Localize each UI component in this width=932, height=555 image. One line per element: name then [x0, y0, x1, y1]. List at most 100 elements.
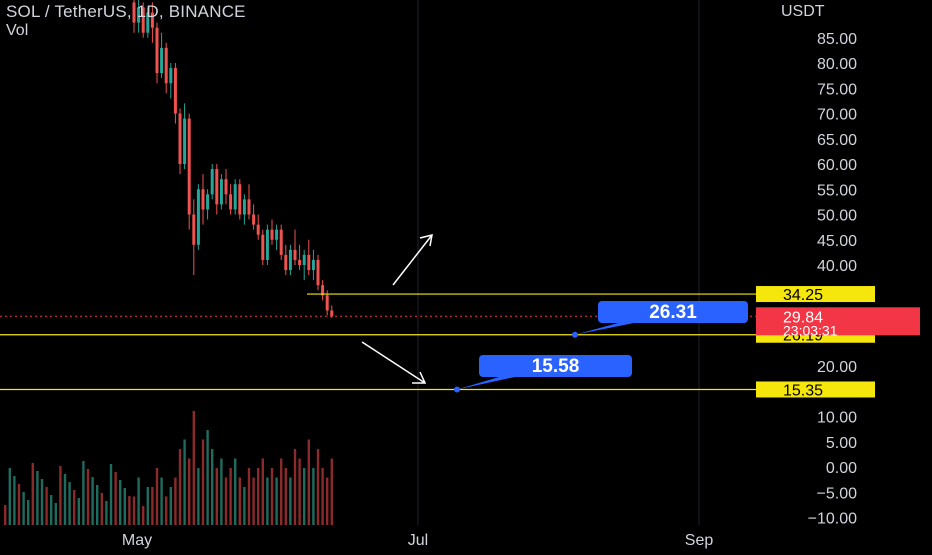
volume-bar	[82, 461, 85, 525]
volume-bar	[109, 464, 113, 525]
volume-bar	[220, 458, 223, 525]
volume-bar	[303, 468, 306, 525]
price-tick-label: 80.00	[817, 56, 857, 73]
candle-body	[298, 259, 302, 265]
price-tick-label: −5.00	[817, 485, 858, 502]
volume-bar	[4, 505, 7, 525]
volume-bar	[119, 480, 122, 525]
price-tick-label: 75.00	[817, 81, 857, 98]
price-tick-label: 60.00	[817, 157, 857, 174]
callout-label: 26.31	[649, 302, 697, 323]
volume-bar	[293, 449, 297, 525]
price-tick-label: 10.00	[817, 410, 857, 427]
volume-bar	[275, 477, 278, 525]
volume-bar	[229, 468, 232, 525]
callout-anchor[interactable]	[454, 386, 460, 393]
volume-bar	[284, 468, 287, 525]
price-callout[interactable]: 15.58	[454, 355, 632, 393]
volume-bar	[155, 468, 159, 525]
volume-bar	[192, 411, 195, 525]
volume-bar	[13, 476, 16, 525]
candle-body	[210, 169, 214, 195]
volume-bar	[224, 477, 228, 525]
volume-bar	[128, 496, 131, 525]
volume-bar	[68, 482, 71, 525]
volume-bar	[146, 487, 149, 525]
candle-body	[183, 118, 187, 164]
volume-bar	[298, 458, 301, 525]
volume-bar	[45, 487, 48, 525]
volume-bar	[165, 496, 168, 525]
volume-bar	[252, 477, 255, 525]
arrow-up-drawing[interactable]	[392, 233, 433, 286]
candle-body	[311, 259, 315, 271]
candle-body	[279, 229, 283, 255]
volume-bar	[100, 493, 103, 525]
callout-anchor[interactable]	[572, 331, 578, 338]
volume-bars	[4, 411, 333, 525]
volume-bar	[261, 458, 264, 525]
price-callout[interactable]: 26.31	[572, 301, 748, 338]
level-price-label[interactable]	[756, 381, 875, 398]
level-price-label[interactable]	[756, 286, 875, 303]
current-price-label[interactable]	[756, 307, 920, 336]
candle-body	[233, 184, 237, 210]
symbol-title[interactable]: SOL / TetherUS, 1D, BINANCE	[6, 2, 246, 21]
price-callouts[interactable]: 26.31 15.58	[454, 301, 748, 393]
price-tick-label: 45.00	[817, 233, 857, 250]
candle-body	[265, 229, 269, 260]
price-tick-label: 0.00	[826, 460, 857, 477]
volume-bar	[238, 477, 241, 525]
candle-body	[270, 229, 274, 240]
price-tick-label: 55.00	[817, 182, 857, 199]
time-axis-label: Sep	[685, 532, 714, 549]
current-price-value: 29.84	[783, 309, 823, 326]
candle-body	[187, 118, 191, 215]
candle-body	[261, 234, 265, 260]
volume-bar	[31, 463, 34, 525]
candle-body	[164, 47, 168, 84]
candle-body	[293, 249, 297, 260]
candle-body	[132, 2, 136, 23]
callout-label: 15.58	[532, 356, 580, 377]
candle-body	[173, 68, 177, 114]
volume-bar	[91, 477, 94, 525]
volume-bar	[330, 458, 333, 525]
volume-bar	[206, 430, 209, 525]
candle-body	[302, 254, 306, 265]
candle-body	[192, 214, 196, 245]
volume-bar	[183, 439, 186, 525]
volume-bar	[169, 487, 172, 525]
drawings[interactable]	[361, 233, 433, 384]
candle-body	[307, 254, 311, 271]
candle-body	[321, 285, 325, 296]
volume-indicator-label[interactable]: Vol	[6, 22, 29, 39]
volume-bar	[50, 495, 53, 525]
candle-body	[224, 179, 228, 195]
volume-bar	[137, 477, 140, 525]
candle-body	[201, 189, 205, 210]
volume-bar	[266, 477, 269, 525]
candle-body	[206, 194, 210, 210]
candle-body	[146, 12, 150, 33]
candle-body	[229, 194, 233, 210]
level-price-text: 34.25	[783, 287, 823, 304]
time-axis[interactable]: May Jul Sep	[122, 532, 713, 549]
price-tick-label: 50.00	[817, 208, 857, 225]
price-tick-label: 85.00	[817, 31, 857, 48]
price-scale-currency: USDT	[781, 3, 825, 20]
volume-bar	[160, 477, 163, 525]
volume-bar	[197, 468, 200, 525]
volume-bar	[188, 458, 191, 525]
candle-body	[137, 7, 141, 23]
volume-bar	[54, 503, 57, 525]
arrow-down-drawing[interactable]	[361, 341, 427, 384]
candle-body	[196, 189, 200, 245]
volume-bar	[8, 468, 11, 525]
volume-bar	[123, 488, 126, 525]
candle-body	[330, 310, 334, 317]
level-price-text: 15.35	[783, 382, 823, 399]
